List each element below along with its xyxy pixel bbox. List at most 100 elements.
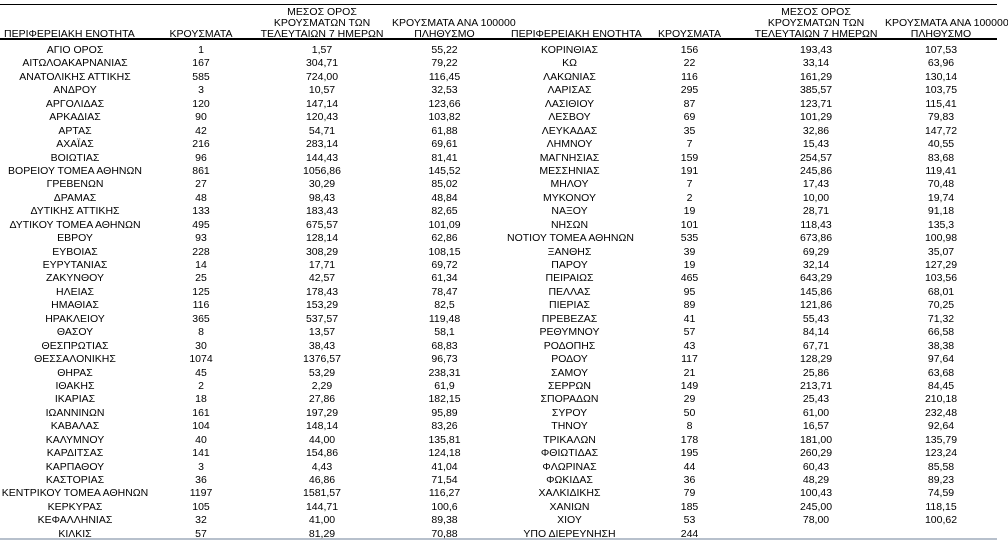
cases-cell: 50: [683, 406, 696, 419]
region-cell: ΙΚΑΡΙΑΣ: [54, 393, 96, 406]
table-row: ΜΥΚΟΝΟΥ 2 10,00 19,74: [507, 192, 997, 205]
region-cell: ΦΘΙΩΤΙΔΑΣ: [540, 447, 599, 460]
per100k-cell: 210,18: [924, 393, 958, 406]
avg7-cell: 154,86: [305, 447, 339, 460]
per100k-cell: 115,41: [925, 97, 957, 110]
avg7-cell: 183,43: [305, 205, 339, 218]
cases-cell: 465: [680, 272, 699, 285]
per100k-cell: 35,07: [927, 245, 955, 258]
cases-cell: 89: [683, 299, 696, 312]
avg7-cell: 28,71: [802, 205, 830, 218]
table-row: ΔΥΤΙΚΟΥ ΤΟΜΕΑ ΑΘΗΝΩΝ 495 675,57 101,09: [0, 219, 497, 232]
per100k-cell: 19,74: [927, 191, 955, 204]
per100k-cell: 40,55: [927, 138, 955, 151]
avg7-cell: 213,71: [799, 379, 833, 392]
cases-cell: 535: [680, 232, 699, 245]
per100k-cell: 66,58: [927, 326, 955, 339]
per100k-cell: 55,22: [431, 44, 458, 56]
avg7-cell: 25,43: [802, 393, 830, 406]
cases-cell: 57: [195, 527, 207, 540]
table-row: ΥΠΟ ΔΙΕΡΕΥΝΗΣΗ 244: [507, 528, 997, 541]
table-row: ΝΟΤΙΟΥ ΤΟΜΕΑ ΑΘΗΝΩΝ 535 673,86 100,98: [507, 232, 997, 245]
cases-cell: 36: [195, 474, 207, 486]
table-row: ΜΗΛΟΥ 7 17,43 70,48: [507, 178, 997, 191]
avg7-cell: 254,57: [799, 151, 833, 164]
per100k-cell: 116,27: [428, 487, 461, 500]
avg7-cell: 148,14: [305, 420, 339, 433]
table-row: ΛΕΣΒΟΥ 69 101,29 79,83: [507, 111, 997, 124]
regional-cases-table-left: ΠΕΡΙΦΕΡΕΙΑΚΗ ΕΝΟΤΗΤΑ ΚΡΟΥΣΜΑΤΑ ΜΕΣΟΣ ΟΡΟ…: [0, 5, 516, 541]
cases-cell: 48: [195, 191, 207, 204]
region-cell: ΔΡΑΜΑΣ: [53, 191, 97, 204]
per100k-cell: 96,73: [431, 353, 458, 366]
per100k-cell: 68,83: [431, 339, 458, 352]
avg7-cell: 101,29: [799, 111, 833, 124]
per100k-cell: 238,31: [428, 366, 461, 379]
region-cell: ΥΠΟ ΔΙΕΡΕΥΝΗΣΗ: [523, 527, 616, 540]
per100k-cell: 119,48: [428, 312, 461, 325]
per100k-cell: 107,53: [924, 44, 958, 56]
region-cell: ΣΑΜΟΥ: [550, 366, 589, 379]
per100k-cell: 70,48: [927, 178, 955, 191]
cases-cell: 156: [680, 44, 699, 56]
region-cell: ΛΑΚΩΝΙΑΣ: [543, 70, 596, 83]
per100k-cell: 145,52: [428, 164, 461, 177]
cases-cell: 161: [192, 406, 210, 419]
region-cell: ΚΑΡΔΙΤΣΑΣ: [46, 447, 104, 460]
region-cell: ΚΕΡΚΥΡΑΣ: [47, 500, 103, 513]
per100k-cell: 123,24: [924, 447, 958, 460]
cases-cell: 30: [195, 339, 207, 352]
per100k-cell: 182,15: [428, 393, 461, 406]
avg7-cell: 120,43: [305, 111, 339, 124]
region-cell: ΦΛΩΡΙΝΑΣ: [542, 460, 597, 473]
table-row: ΣΥΡΟΥ 50 61,00 232,48: [507, 407, 997, 420]
table-row: ΑΧΑΪΑΣ 216 283,14 69,61: [0, 138, 497, 151]
region-cell: ΜΕΣΣΗΝΙΑΣ: [539, 164, 600, 177]
per100k-cell: [885, 528, 997, 541]
per100k-cell: 70,88: [431, 527, 458, 540]
per100k-cell: 127,29: [924, 259, 958, 271]
column-header-avg7: ΜΕΣΟΣ ΟΡΟΣ ΚΡΟΥΣΜΑΤΩΝ ΤΩΝ ΤΕΛΕΥΤΑΙΩΝ 7 Η…: [252, 5, 392, 44]
cases-cell: 3: [198, 460, 204, 473]
per100k-cell: 100,98: [924, 232, 958, 245]
avg7-cell: 1581,57: [303, 487, 341, 500]
cases-cell: 96: [195, 151, 207, 164]
per100k-cell: 135,3: [927, 218, 955, 231]
avg7-cell: 260,29: [799, 447, 833, 460]
per100k-cell: 103,75: [924, 84, 958, 97]
table-row: ΦΛΩΡΙΝΑΣ 44 60,43 85,58: [507, 461, 997, 474]
cases-cell: 69: [683, 111, 696, 124]
avg7-cell: 178,43: [305, 285, 339, 298]
per100k-cell: 124,18: [428, 447, 461, 460]
table-row: ΧΑΛΚΙΔΙΚΗΣ 79 100,43 74,59: [507, 487, 997, 500]
avg7-header-line2: ΚΡΟΥΣΜΑΤΩΝ ΤΩΝ: [767, 17, 865, 29]
region-cell: ΗΛΕΙΑΣ: [55, 285, 94, 298]
avg7-cell: 153,29: [305, 299, 339, 312]
per100k-cell: 32,53: [431, 84, 458, 97]
avg7-cell: 1,57: [311, 44, 333, 56]
avg7-cell: 61,00: [802, 406, 830, 419]
per100k-cell: 68,01: [927, 285, 955, 298]
cases-cell: 244: [680, 527, 699, 540]
table-row: ΘΕΣΠΡΩΤΙΑΣ 30 38,43 68,83: [0, 340, 497, 353]
region-cell: ΑΓΙΟ ΟΡΟΣ: [46, 44, 104, 56]
cases-cell: 195: [680, 447, 699, 460]
per100k-cell: 79,22: [431, 57, 458, 70]
cases-cell: 7: [686, 138, 693, 151]
avg7-header-line3: ΤΕΛΕΥΤΑΙΩΝ 7 ΗΜΕΡΩΝ: [260, 28, 384, 40]
table-row: ΑΝΔΡΟΥ 3 10,57 32,53: [0, 84, 497, 97]
avg7-cell: 32,14: [802, 259, 830, 271]
avg7-cell: 100,43: [799, 487, 833, 500]
per100k-cell: 79,83: [927, 111, 955, 124]
per100k-cell: 89,23: [927, 474, 955, 486]
table-row: ΜΕΣΣΗΝΙΑΣ 191 245,86 119,41: [507, 165, 997, 178]
table-row: ΠΙΕΡΙΑΣ 89 121,86 70,25: [507, 299, 997, 312]
cases-cell: 295: [680, 84, 699, 97]
cases-cell: 21: [683, 366, 696, 379]
per100k-cell: 69,61: [431, 138, 458, 151]
avg7-cell: 13,57: [308, 326, 336, 339]
per100k-cell: 82,5: [434, 299, 455, 312]
table-row: ΚΟΡΙΝΘΙΑΣ 156 193,43 107,53: [507, 44, 997, 57]
per100k-header-line2: ΠΛΗΘΥΣΜΟ: [414, 28, 475, 40]
